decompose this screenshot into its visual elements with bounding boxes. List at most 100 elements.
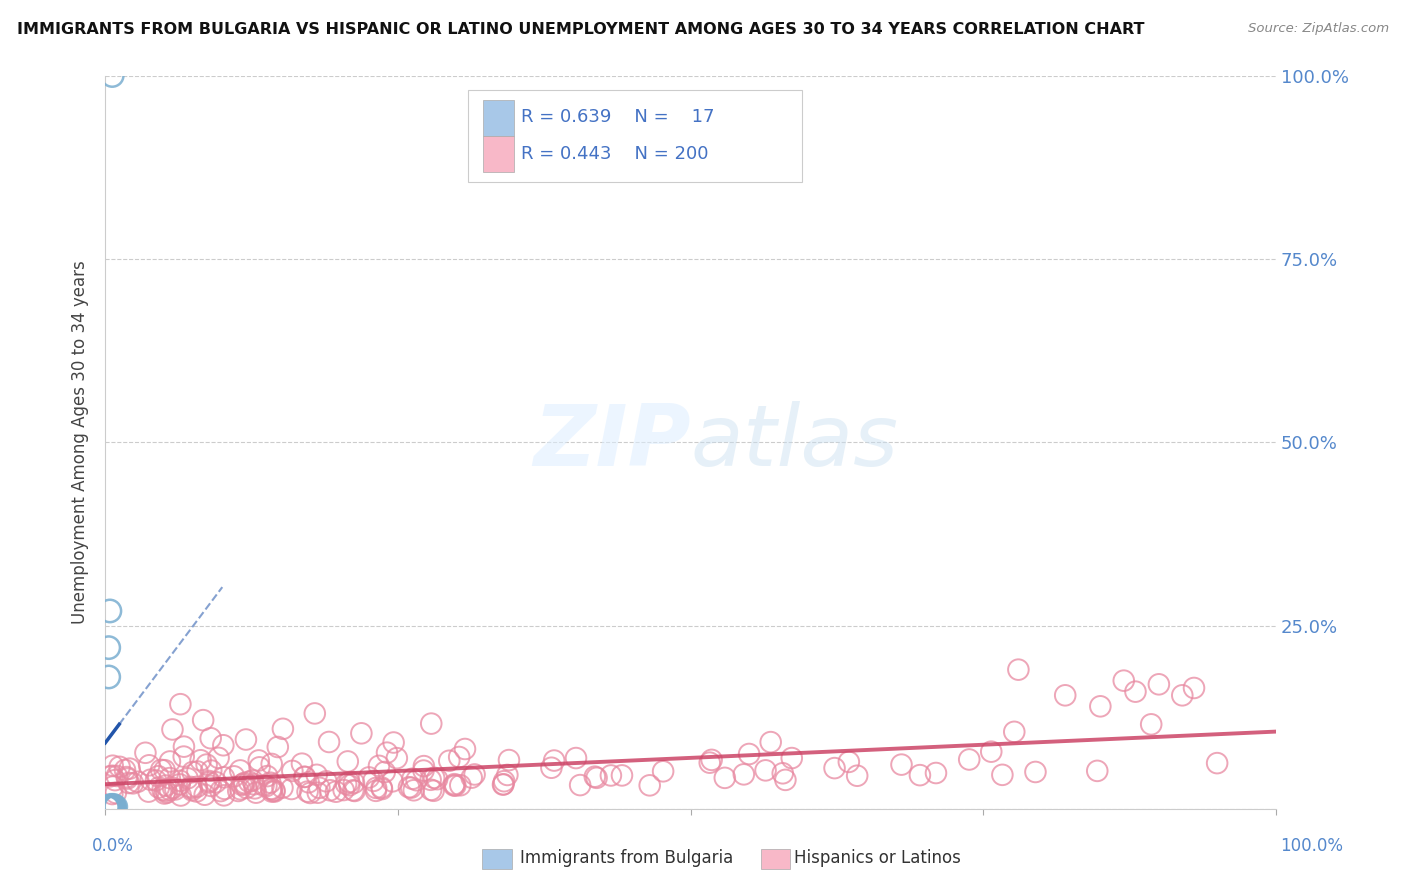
Point — [335, 777, 357, 791]
Point — [96, 799, 118, 814]
Point — [1125, 684, 1147, 698]
Point — [97, 670, 120, 684]
Point — [114, 763, 136, 777]
Point — [540, 761, 562, 775]
Point — [543, 754, 565, 768]
Point — [492, 777, 515, 791]
Point — [98, 799, 121, 814]
Point — [368, 759, 391, 773]
Point — [260, 784, 283, 798]
Point — [464, 767, 486, 781]
Point — [304, 706, 326, 721]
Point — [299, 786, 322, 800]
Point — [108, 760, 131, 774]
Point — [101, 69, 124, 83]
Point — [156, 786, 179, 800]
Point — [165, 782, 187, 797]
Point — [420, 716, 443, 731]
Point — [180, 780, 202, 794]
Point — [254, 779, 277, 793]
Text: R = 0.639    N =    17: R = 0.639 N = 17 — [520, 108, 714, 127]
Point — [398, 780, 420, 795]
Point — [908, 768, 931, 782]
Point — [117, 772, 139, 786]
Point — [200, 779, 222, 793]
Point — [152, 782, 174, 797]
Point — [319, 783, 342, 797]
Point — [101, 799, 124, 814]
Point — [366, 780, 388, 795]
Point — [363, 773, 385, 788]
Point — [291, 756, 314, 771]
Point — [1007, 663, 1029, 677]
Point — [382, 735, 405, 749]
Point — [100, 798, 122, 813]
Point — [229, 782, 252, 797]
Text: 100.0%: 100.0% — [1279, 837, 1343, 855]
Point — [454, 742, 477, 756]
Point — [280, 782, 302, 797]
Point — [638, 778, 661, 792]
Point — [1024, 764, 1046, 779]
Point — [162, 780, 184, 795]
Point — [98, 799, 121, 814]
Point — [305, 768, 328, 782]
Point — [242, 773, 264, 788]
Point — [294, 770, 316, 784]
Point — [186, 784, 208, 798]
Point — [332, 783, 354, 797]
Point — [173, 749, 195, 764]
Text: R = 0.443    N = 200: R = 0.443 N = 200 — [520, 145, 709, 163]
Point — [180, 781, 202, 796]
Point — [194, 788, 217, 802]
Point — [583, 770, 606, 784]
Point — [155, 779, 177, 793]
Point — [169, 777, 191, 791]
Point — [496, 768, 519, 782]
Point — [186, 764, 208, 779]
Point — [402, 783, 425, 797]
Point — [229, 764, 252, 778]
Point — [569, 778, 592, 792]
Point — [700, 753, 723, 767]
Point — [118, 762, 141, 776]
Point — [419, 772, 441, 787]
Point — [1206, 756, 1229, 771]
Point — [153, 787, 176, 801]
Point — [1054, 689, 1077, 703]
Point — [343, 776, 366, 790]
Point — [100, 800, 122, 814]
Point — [186, 780, 208, 794]
Point — [180, 783, 202, 797]
Point — [98, 769, 121, 783]
Point — [374, 764, 396, 779]
Point — [98, 604, 121, 618]
Point — [337, 775, 360, 789]
Point — [498, 753, 520, 767]
Point — [426, 772, 449, 787]
Point — [153, 763, 176, 777]
Point — [169, 773, 191, 788]
Point — [235, 732, 257, 747]
Point — [599, 768, 621, 782]
Point — [364, 784, 387, 798]
Point — [104, 773, 127, 788]
Point — [100, 800, 122, 814]
Point — [176, 772, 198, 786]
Point — [307, 786, 329, 800]
Text: atlas: atlas — [690, 401, 898, 483]
Point — [342, 783, 364, 797]
Point — [1112, 673, 1135, 688]
Point — [101, 769, 124, 783]
Point — [422, 784, 444, 798]
Point — [738, 747, 761, 761]
Point — [235, 780, 257, 795]
Point — [1182, 681, 1205, 695]
Point — [357, 771, 380, 785]
Point — [115, 770, 138, 784]
Point — [980, 745, 1002, 759]
Point — [610, 768, 633, 782]
Point — [780, 751, 803, 765]
Point — [292, 770, 315, 784]
Point — [127, 774, 149, 789]
